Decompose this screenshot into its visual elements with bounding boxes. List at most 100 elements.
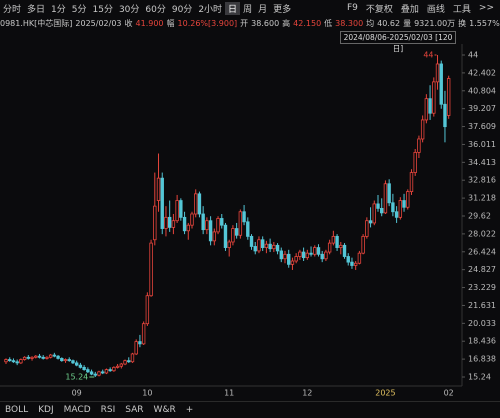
y-tick-label: 39.207	[468, 104, 496, 113]
candle-body	[383, 183, 388, 214]
tab[interactable]: 更多	[273, 4, 292, 15]
candle-body	[372, 203, 376, 224]
candle-body	[320, 253, 324, 260]
candle-body	[249, 235, 254, 247]
candle-body	[37, 355, 42, 358]
x-tick-label: 10	[142, 389, 152, 398]
tool[interactable]: 叠加	[400, 4, 419, 15]
candle-body	[420, 119, 425, 140]
candle-body	[279, 250, 283, 260]
quote-label: 低	[324, 18, 333, 28]
y-tick-label: 16.838	[468, 355, 496, 364]
candle-body	[156, 177, 161, 201]
tab[interactable]: 5分	[71, 4, 87, 15]
candle-body	[208, 220, 213, 242]
indicator[interactable]: SAR	[125, 405, 144, 415]
indicator[interactable]: MACD	[63, 405, 91, 415]
candle-body	[212, 231, 217, 242]
candle-body	[26, 356, 31, 359]
tab[interactable]: 月	[258, 4, 268, 15]
candle-body	[316, 247, 321, 255]
candle-body	[242, 211, 246, 223]
y-tick-label: 37.609	[468, 122, 496, 131]
candle-body	[164, 216, 168, 229]
candle-body	[119, 363, 124, 367]
candle-body	[365, 220, 369, 237]
candle-body	[223, 224, 228, 248]
quote-label: 均	[366, 18, 375, 28]
candle-body	[394, 211, 399, 218]
candle-body	[34, 355, 38, 358]
candle-body	[417, 138, 421, 153]
candle-body	[86, 369, 90, 373]
candle-body	[22, 356, 27, 360]
candle-body	[167, 216, 172, 228]
tab[interactable]: 60分	[145, 4, 166, 15]
tab[interactable]: 周	[243, 4, 253, 15]
candle-body	[89, 371, 94, 375]
tool[interactable]: 画线	[426, 4, 445, 15]
candle-body	[108, 369, 112, 372]
candle-body	[268, 243, 272, 250]
candle-body	[182, 216, 187, 232]
y-tick-label: 20.033	[468, 319, 496, 328]
candle-body	[78, 364, 83, 368]
symbol: 0981.HK[中芯国际]	[0, 18, 73, 28]
candle-body	[160, 177, 164, 229]
candle-body	[331, 235, 336, 244]
candle-body	[446, 78, 451, 116]
y-tick-label: 24.827	[468, 265, 496, 274]
x-tick-label: 12	[302, 389, 312, 398]
candle-body	[123, 360, 127, 365]
y-tick-label: 34.413	[468, 158, 496, 167]
candle-body	[339, 244, 343, 248]
tab[interactable]: 1分	[51, 4, 66, 15]
candle-body	[231, 228, 235, 243]
quote-label: 换	[458, 18, 467, 28]
candle-body	[435, 63, 440, 83]
y-tick-label: 40.804	[468, 86, 496, 95]
tool[interactable]: 工具	[452, 4, 471, 15]
indicator[interactable]: BOLL	[5, 405, 29, 415]
indicator[interactable]: KDJ	[38, 405, 54, 415]
tool[interactable]: F9	[346, 3, 358, 13]
candle-body	[443, 103, 447, 128]
tab[interactable]: 90分	[171, 4, 193, 15]
y-tick-label: 28.022	[468, 229, 496, 238]
indicator[interactable]: RSI	[100, 405, 116, 415]
tab[interactable]: 日	[225, 1, 241, 15]
y-tick-label: 42.402	[468, 68, 496, 77]
candle-body	[63, 359, 68, 362]
y-tick-label: 32.816	[468, 176, 496, 185]
tab[interactable]: 15分	[92, 4, 113, 15]
tool[interactable]: 不复权	[365, 4, 393, 15]
candle-body	[357, 252, 362, 264]
candle-body	[45, 356, 49, 359]
candle-body	[186, 224, 190, 232]
indicator-bar: BOLL KDJ MACD RSI SAR W&R +	[0, 401, 500, 418]
max-label: 44	[423, 51, 433, 60]
candle-body	[402, 200, 406, 208]
quote-value: 38.600	[251, 18, 280, 28]
quote-value: 41.900	[135, 18, 164, 28]
candle-body	[112, 366, 116, 372]
candle-body	[294, 256, 298, 262]
indicator[interactable]: W&R	[153, 405, 176, 415]
candle-body	[30, 356, 34, 359]
indicator[interactable]: +	[185, 405, 194, 415]
tab-bar: 分时 多日 1分 5分 15分 30分 60分 90分 2小时日周月更多	[0, 0, 500, 16]
tab[interactable]: 2小时	[198, 4, 223, 15]
tab[interactable]: 分时	[3, 4, 22, 15]
tab[interactable]: 30分	[118, 4, 140, 15]
candle-body	[301, 251, 306, 259]
candle-body	[194, 193, 198, 215]
range-box[interactable]: 2024/08/06-2025/02/03 [120日]	[340, 31, 456, 53]
tool[interactable]: >>	[478, 3, 494, 13]
candle-body	[313, 247, 317, 255]
candle-body	[275, 244, 280, 252]
tab[interactable]: 多日	[27, 4, 46, 15]
quote-label: 收	[124, 18, 133, 28]
candle-body	[257, 239, 261, 252]
candle-body	[115, 365, 120, 368]
candle-body	[424, 98, 429, 121]
